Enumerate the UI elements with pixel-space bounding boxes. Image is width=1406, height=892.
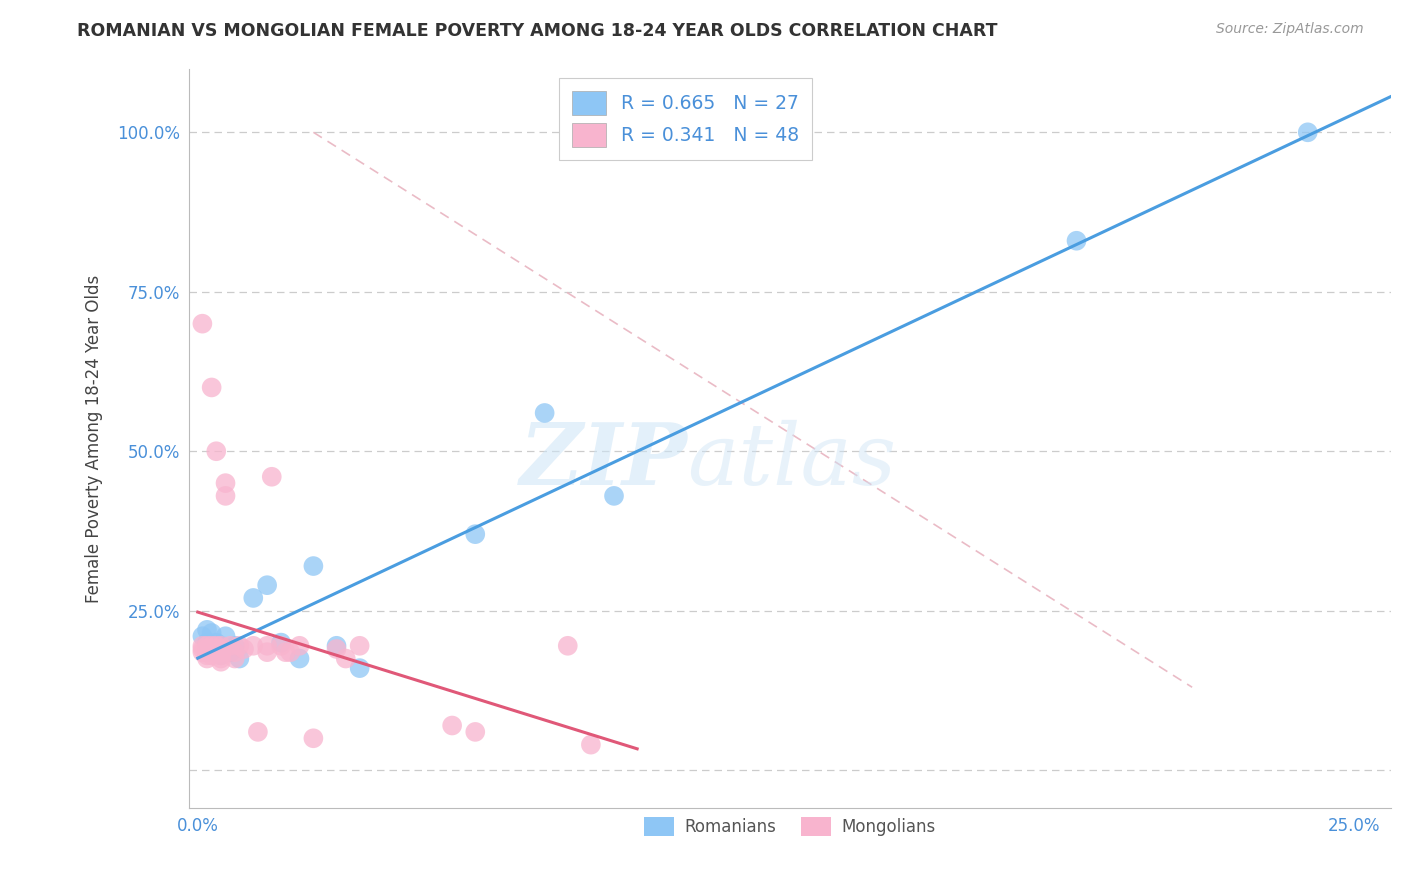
Point	[195, 635, 218, 649]
Point	[209, 648, 232, 663]
Point	[228, 651, 250, 665]
Point	[224, 645, 246, 659]
Point	[205, 635, 228, 649]
Point	[205, 642, 228, 657]
Text: Source: ZipAtlas.com: Source: ZipAtlas.com	[1216, 22, 1364, 37]
Point	[195, 639, 218, 653]
Point	[214, 489, 236, 503]
Point	[209, 645, 232, 659]
Point	[214, 476, 236, 491]
Point	[579, 738, 602, 752]
Point	[256, 645, 278, 659]
Point	[191, 645, 214, 659]
Point	[533, 406, 555, 420]
Legend: Romanians, Mongolians: Romanians, Mongolians	[636, 808, 943, 845]
Point	[260, 469, 283, 483]
Point	[325, 639, 347, 653]
Point	[191, 629, 214, 643]
Point	[219, 639, 242, 653]
Point	[1066, 234, 1088, 248]
Point	[325, 642, 347, 657]
Text: ZIP: ZIP	[520, 419, 688, 502]
Point	[441, 718, 464, 732]
Point	[209, 655, 232, 669]
Point	[209, 651, 232, 665]
Point	[349, 639, 371, 653]
Point	[201, 380, 224, 394]
Point	[464, 527, 486, 541]
Point	[557, 639, 579, 653]
Point	[278, 645, 301, 659]
Point	[335, 651, 357, 665]
Point	[201, 642, 224, 657]
Point	[256, 639, 278, 653]
Point	[242, 591, 264, 605]
Point	[288, 639, 311, 653]
Point	[228, 639, 250, 653]
Point	[302, 731, 325, 746]
Point	[201, 639, 224, 653]
Y-axis label: Female Poverty Among 18-24 Year Olds: Female Poverty Among 18-24 Year Olds	[86, 275, 103, 603]
Point	[201, 648, 224, 663]
Point	[209, 642, 232, 657]
Point	[209, 648, 232, 663]
Point	[191, 639, 214, 653]
Point	[209, 639, 232, 653]
Point	[464, 725, 486, 739]
Point	[233, 642, 256, 657]
Point	[205, 444, 228, 458]
Point	[214, 642, 236, 657]
Point	[191, 642, 214, 657]
Point	[201, 639, 224, 653]
Point	[201, 626, 224, 640]
Point	[201, 642, 224, 657]
Point	[209, 639, 232, 653]
Point	[191, 317, 214, 331]
Point	[224, 651, 246, 665]
Point	[274, 645, 297, 659]
Point	[214, 629, 236, 643]
Point	[195, 642, 218, 657]
Point	[603, 489, 626, 503]
Point	[256, 578, 278, 592]
Point	[195, 651, 218, 665]
Point	[195, 623, 218, 637]
Point	[242, 639, 264, 653]
Point	[270, 639, 292, 653]
Point	[288, 651, 311, 665]
Point	[195, 648, 218, 663]
Point	[224, 639, 246, 653]
Point	[246, 725, 269, 739]
Text: ROMANIAN VS MONGOLIAN FEMALE POVERTY AMONG 18-24 YEAR OLDS CORRELATION CHART: ROMANIAN VS MONGOLIAN FEMALE POVERTY AMO…	[77, 22, 998, 40]
Point	[201, 645, 224, 659]
Point	[205, 645, 228, 659]
Point	[205, 645, 228, 659]
Text: atlas: atlas	[688, 419, 897, 502]
Point	[1296, 125, 1319, 139]
Point	[302, 559, 325, 574]
Point	[219, 645, 242, 659]
Point	[270, 635, 292, 649]
Point	[195, 645, 218, 659]
Point	[205, 639, 228, 653]
Point	[349, 661, 371, 675]
